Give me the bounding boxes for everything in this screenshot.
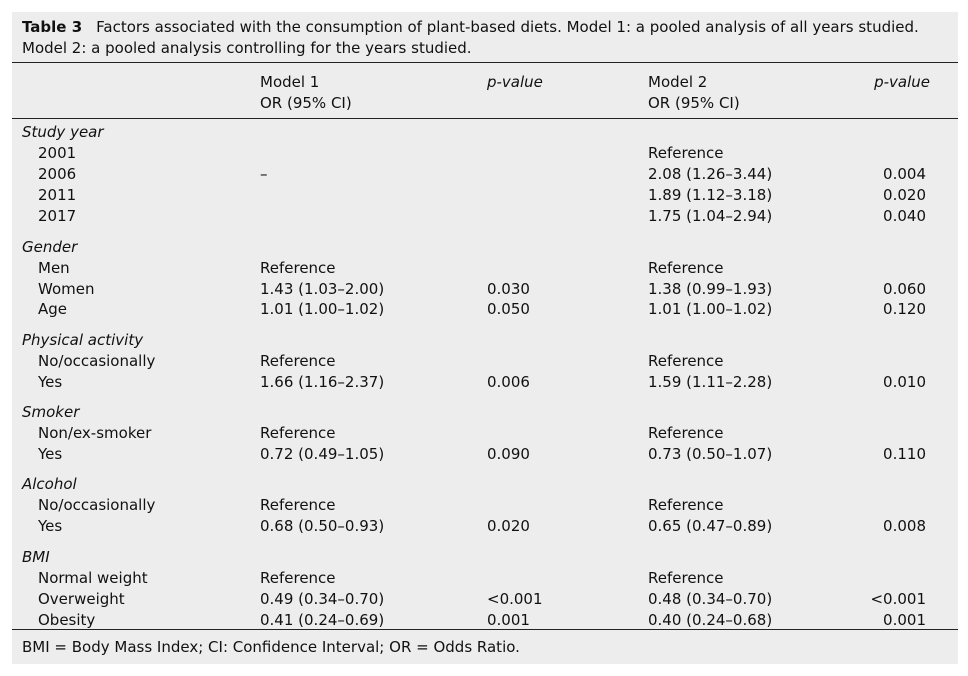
model2-p-value: 0.004: [883, 165, 926, 183]
model1-p-value: 0.050: [487, 300, 530, 318]
row-label: Yes: [38, 445, 63, 463]
model1-subheader: OR (95% CI): [260, 94, 352, 112]
model1-or: 1.01 (1.00–1.02): [260, 300, 385, 318]
row-label: Non/ex-smoker: [38, 424, 152, 442]
model2-or: 1.89 (1.12–3.18): [648, 186, 773, 204]
section-heading: Physical activity: [22, 331, 144, 349]
model1-or: Reference: [260, 496, 336, 514]
row-label: Men: [38, 259, 70, 277]
row-label: Women: [38, 280, 95, 298]
section-heading: Gender: [22, 238, 78, 256]
model2-p-value: 0.060: [883, 280, 926, 298]
model1-or: 0.49 (0.34–0.70): [260, 590, 385, 608]
section-heading: Smoker: [22, 403, 80, 421]
section-heading: Study year: [22, 123, 104, 141]
model1-or: 0.41 (0.24–0.69): [260, 611, 385, 629]
model2-or: Reference: [648, 352, 724, 370]
table-label: Table 3: [22, 18, 83, 36]
model2-or: 1.59 (1.11–2.28): [648, 373, 773, 391]
model2-or: 0.73 (0.50–1.07): [648, 445, 773, 463]
model2-or: Reference: [648, 424, 724, 442]
model2-or: Reference: [648, 496, 724, 514]
model2-p-value: 0.008: [883, 517, 926, 535]
row-label: Obesity: [38, 611, 96, 629]
model2-or: Reference: [648, 569, 724, 587]
model1-or: Reference: [260, 352, 336, 370]
model1-or: –: [260, 165, 268, 183]
row-label: Yes: [38, 517, 63, 535]
model2-or: 1.01 (1.00–1.02): [648, 300, 773, 318]
model2-p-value: 0.110: [883, 445, 926, 463]
model1-p-value: 0.020: [487, 517, 530, 535]
model1-or: 1.66 (1.16–2.37): [260, 373, 385, 391]
model1-or: Reference: [260, 259, 336, 277]
header-top-rule: [12, 62, 958, 63]
model1-or: 1.43 (1.03–2.00): [260, 280, 385, 298]
model2-or: 1.38 (0.99–1.93): [648, 280, 773, 298]
model2-p-value: 0.040: [883, 207, 926, 225]
row-label: Overweight: [38, 590, 125, 608]
model2-p-value: 0.001: [883, 611, 926, 629]
model1-p-value: 0.006: [487, 373, 530, 391]
model1-header: Model 1: [260, 73, 320, 91]
model2-subheader: OR (95% CI): [648, 94, 740, 112]
model1-or: 0.68 (0.50–0.93): [260, 517, 385, 535]
model2-p-value: <0.001: [870, 590, 926, 608]
header-bottom-rule: [12, 118, 958, 119]
model2-p-value: 0.120: [883, 300, 926, 318]
model2-p-value: 0.020: [883, 186, 926, 204]
model2-or: Reference: [648, 259, 724, 277]
table-bottom-rule: [12, 629, 958, 630]
section-heading: BMI: [22, 548, 50, 566]
row-label: 2001: [38, 144, 77, 162]
model1-p-value: <0.001: [487, 590, 543, 608]
row-label: 2011: [38, 186, 77, 204]
model2-or: 0.48 (0.34–0.70): [648, 590, 773, 608]
model2-or: 2.08 (1.26–3.44): [648, 165, 773, 183]
row-label: 2006: [38, 165, 77, 183]
row-label: Normal weight: [38, 569, 148, 587]
model1-p-value: 0.090: [487, 445, 530, 463]
caption-text: Factors associated with the consumption …: [22, 18, 919, 57]
row-label: Age: [38, 300, 68, 318]
row-label: Yes: [38, 373, 63, 391]
model2-or: Reference: [648, 144, 724, 162]
row-label: 2017: [38, 207, 77, 225]
model1-or: Reference: [260, 424, 336, 442]
row-label: No/occasionally: [38, 352, 156, 370]
model1-or: 0.72 (0.49–1.05): [260, 445, 385, 463]
model2-or: 0.65 (0.47–0.89): [648, 517, 773, 535]
section-heading: Alcohol: [22, 475, 77, 493]
row-label: No/occasionally: [38, 496, 156, 514]
table-footnote: BMI = Body Mass Index; CI: Confidence In…: [22, 638, 520, 656]
model1-p-value: 0.001: [487, 611, 530, 629]
model2-p-value: 0.010: [883, 373, 926, 391]
table-container: Table 3 Factors associated with the consu…: [12, 12, 958, 664]
model1-p-value: 0.030: [487, 280, 530, 298]
model2-or: 0.40 (0.24–0.68): [648, 611, 773, 629]
p1-header: p-value: [487, 73, 543, 91]
model1-or: Reference: [260, 569, 336, 587]
model2-header: Model 2: [648, 73, 708, 91]
model2-or: 1.75 (1.04–2.94): [648, 207, 773, 225]
p2-header: p-value: [874, 73, 930, 91]
table-caption: Table 3 Factors associated with the consu…: [22, 17, 952, 59]
